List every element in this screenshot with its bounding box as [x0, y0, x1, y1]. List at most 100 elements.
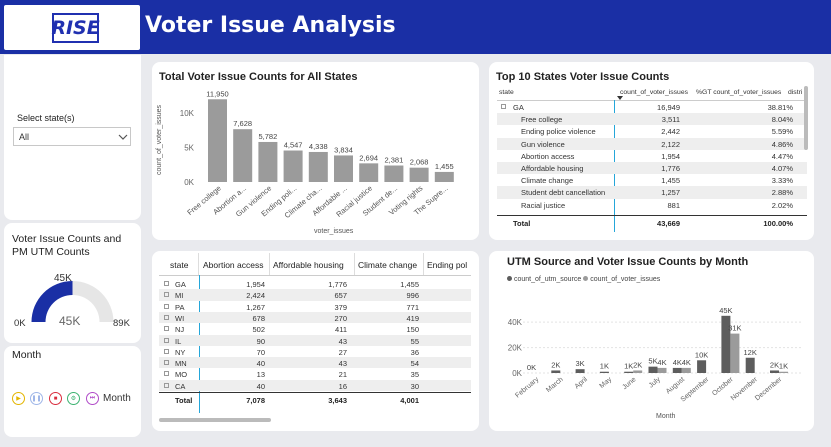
- expand-icon[interactable]: [164, 281, 169, 286]
- table-row[interactable]: IL 90 43 55: [159, 334, 471, 346]
- utm-source-bar[interactable]: [624, 371, 634, 373]
- y-tick-label: 10K: [180, 109, 195, 118]
- utm-chart-xlabel: Month: [656, 413, 676, 420]
- expand-icon[interactable]: [164, 348, 169, 354]
- bar[interactable]: [334, 155, 353, 182]
- utm-source-bar[interactable]: [745, 357, 755, 373]
- top10-scrollbar[interactable]: [804, 86, 808, 150]
- table-row[interactable]: Student debt cancellation 1,257 2.88%: [497, 186, 807, 199]
- legend-utm-source[interactable]: count_of_utm_source: [513, 276, 582, 283]
- voter-issues-bar[interactable]: [657, 367, 667, 373]
- bar[interactable]: [434, 171, 454, 182]
- table-row[interactable]: NJ 502 411 150: [159, 323, 471, 334]
- table-row[interactable]: GA 1,954 1,776 1,455: [159, 278, 471, 289]
- matrix-state: GA: [175, 280, 186, 289]
- gauge-min-label: 0K: [14, 318, 26, 329]
- voter-issues-bar[interactable]: [779, 371, 788, 373]
- matrix-cell: 419: [406, 313, 419, 323]
- state-matrix-table: state Abortion access Affordable housing…: [159, 253, 471, 416]
- table-row[interactable]: Climate change 1,455 3.33%: [497, 174, 807, 186]
- gauge-target-label: 45K: [54, 273, 72, 284]
- row-count: 16,949: [657, 103, 680, 112]
- matrix-cell: 40: [256, 381, 265, 391]
- total-count: 43,669: [657, 218, 680, 228]
- voter-issues-bar[interactable]: [730, 333, 740, 373]
- pause-icon[interactable]: ❚❚: [30, 392, 43, 405]
- expand-icon[interactable]: [501, 104, 506, 109]
- matrix-col-state[interactable]: state: [170, 260, 189, 270]
- matrix-cell: 996: [406, 291, 419, 301]
- utm-source-bar[interactable]: [575, 369, 585, 373]
- matrix-col-ending-police[interactable]: Ending pol: [427, 260, 468, 270]
- bar[interactable]: [283, 150, 303, 182]
- top10-col-count[interactable]: count_of_voter_issues: [620, 89, 689, 96]
- bar-data-label: 4,547: [284, 141, 303, 150]
- matrix-col-climate[interactable]: Climate change: [358, 260, 418, 270]
- gauge-value-label: 45K: [59, 314, 81, 328]
- utm-source-bar[interactable]: [697, 360, 707, 373]
- settings-icon[interactable]: ⚙: [67, 392, 80, 405]
- table-row[interactable]: NY 70 27 36: [159, 346, 471, 357]
- utm-source-bar[interactable]: [672, 367, 682, 373]
- table-row[interactable]: Affordable housing 1,776 4.07%: [497, 162, 807, 175]
- matrix-cell: 270: [334, 313, 347, 323]
- bar[interactable]: [409, 167, 429, 182]
- expand-icon[interactable]: [164, 337, 169, 343]
- bar[interactable]: [384, 165, 404, 182]
- bar[interactable]: [258, 141, 278, 182]
- legend-voter-issues[interactable]: count_of_voter_issues: [590, 276, 661, 283]
- expand-icon[interactable]: [164, 292, 169, 298]
- utm-source-bar[interactable]: [770, 370, 779, 373]
- bar[interactable]: [359, 163, 379, 182]
- legend-marker: [583, 276, 589, 281]
- table-row[interactable]: Gun violence 2,122 4.86%: [497, 137, 807, 150]
- row-count: 1,954: [661, 151, 680, 161]
- matrix-scrollbar[interactable]: [159, 418, 271, 422]
- table-row[interactable]: GA 16,949 38.81%: [497, 101, 807, 113]
- expand-icon[interactable]: [164, 371, 169, 377]
- table-row[interactable]: MI 2,424 657 996: [159, 289, 471, 301]
- bar[interactable]: [208, 99, 227, 182]
- utm-source-bar[interactable]: [551, 370, 561, 373]
- table-row[interactable]: PA 1,267 379 771: [159, 301, 471, 312]
- top10-col-pct[interactable]: %GT count_of_voter_issues: [696, 89, 782, 96]
- row-label: GA: [513, 103, 524, 112]
- table-row[interactable]: MN 40 43 54: [159, 357, 471, 369]
- expand-icon[interactable]: [164, 326, 169, 332]
- table-row[interactable]: WI 678 270 419: [159, 311, 471, 324]
- table-row[interactable]: Abortion access 1,954 4.47%: [497, 150, 807, 162]
- matrix-cell: 379: [334, 302, 347, 312]
- expand-icon[interactable]: [164, 382, 169, 388]
- table-row[interactable]: MO 13 21 35: [159, 368, 471, 379]
- utm-source-bar[interactable]: [648, 366, 658, 373]
- stop-icon[interactable]: ■: [49, 392, 62, 405]
- play-icon[interactable]: ▶: [12, 392, 25, 405]
- top10-col-state[interactable]: state: [499, 89, 514, 96]
- table-row[interactable]: CA 40 16 30: [159, 379, 471, 391]
- expand-icon[interactable]: [164, 314, 169, 320]
- matrix-col-abortion[interactable]: Abortion access: [203, 260, 264, 270]
- matrix-cell: 90: [256, 336, 265, 346]
- row-pct: 38.81%: [767, 103, 793, 112]
- bar-data-label: 5,782: [259, 132, 278, 141]
- voter-issues-bar[interactable]: [633, 370, 643, 373]
- expand-icon[interactable]: [164, 303, 169, 309]
- bar[interactable]: [233, 129, 253, 182]
- top10-col-distri[interactable]: distri: [788, 89, 803, 96]
- table-row[interactable]: Free college 3,511 8.04%: [497, 113, 807, 126]
- month-label: April: [574, 376, 590, 391]
- expand-icon[interactable]: [164, 360, 169, 366]
- sort-desc-icon[interactable]: [617, 96, 624, 101]
- fast-forward-icon[interactable]: ⏭: [86, 392, 99, 405]
- row-count: 1,776: [661, 164, 680, 173]
- bar-data-label: 31K: [728, 324, 741, 333]
- voter-issues-bar[interactable]: [681, 367, 691, 373]
- matrix-col-housing[interactable]: Affordable housing: [273, 260, 344, 270]
- table-row[interactable]: Ending police violence 2,442 5.59%: [497, 125, 807, 137]
- bar[interactable]: [308, 151, 328, 182]
- state-slicer-dropdown[interactable]: All: [13, 127, 131, 146]
- table-row[interactable]: Racial justice 881 2.02%: [497, 199, 807, 211]
- utm-source-bar[interactable]: [599, 371, 609, 373]
- utm-source-bar[interactable]: [721, 315, 731, 373]
- total-cell: 7,078: [246, 396, 265, 405]
